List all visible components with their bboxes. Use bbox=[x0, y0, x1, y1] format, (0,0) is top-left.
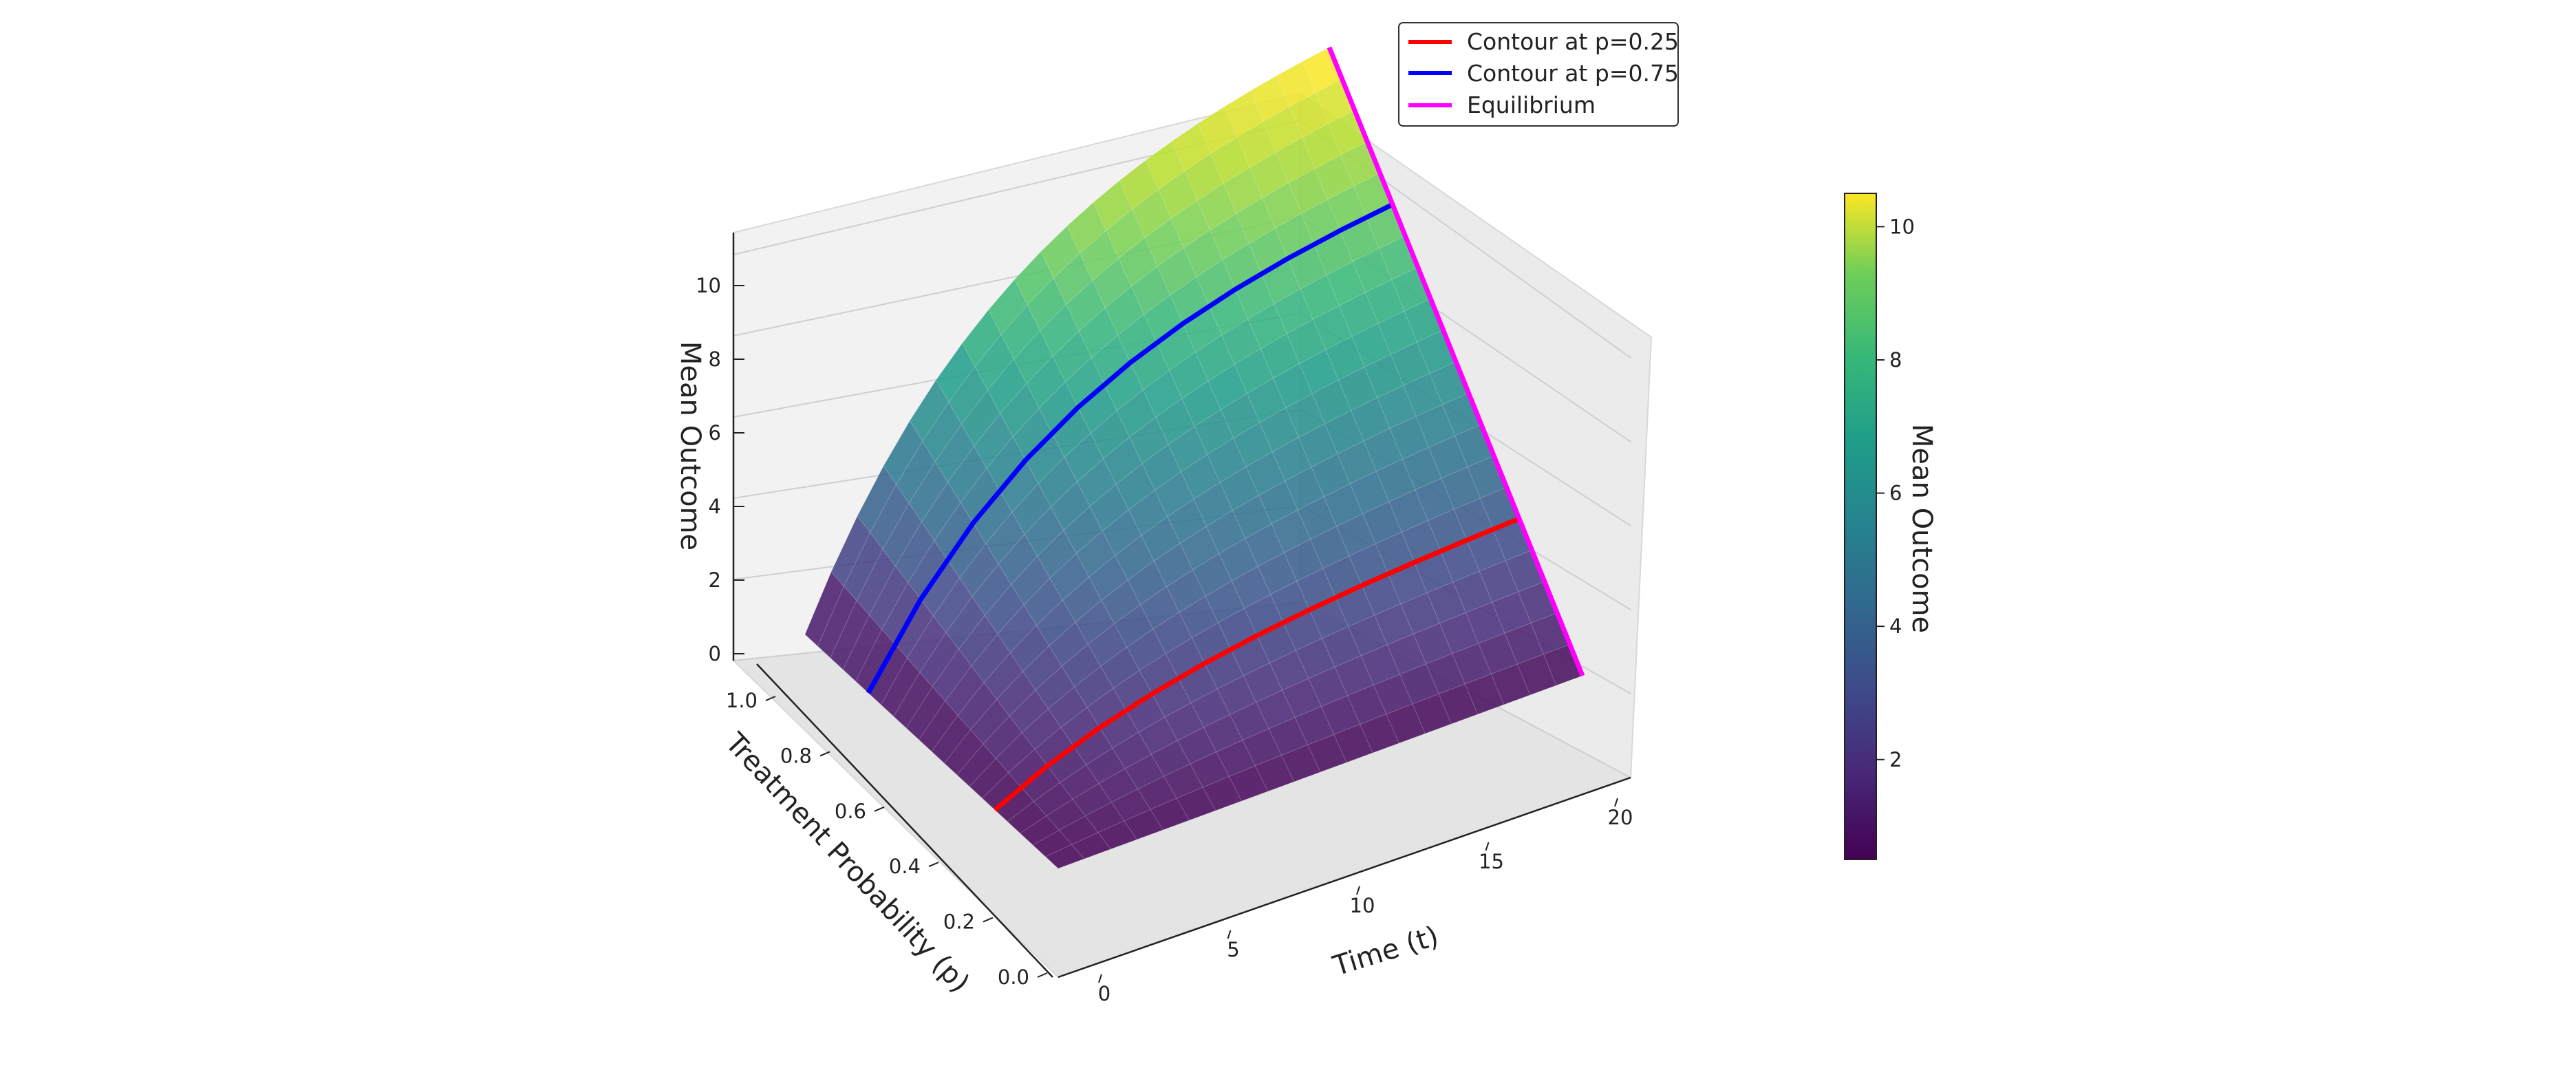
colorbar-tick-label: 10 bbox=[1889, 215, 1915, 238]
t-tick-mark bbox=[1485, 842, 1490, 851]
t-tick-mark bbox=[1614, 798, 1618, 807]
legend-label-blue: Contour at p=0.75 bbox=[1467, 60, 1679, 87]
z-tick-label: 0 bbox=[709, 642, 721, 665]
axis-lines bbox=[732, 233, 1631, 979]
colorbar-label: Mean Outcome bbox=[1906, 424, 1938, 633]
colorbar: 2 4 6 8 10 Mean Outcome bbox=[1844, 193, 1938, 860]
p-tick-mark bbox=[819, 751, 830, 757]
t-axis-label: Time (t) bbox=[1329, 921, 1442, 983]
colorbar-tick-label: 8 bbox=[1889, 348, 1902, 372]
series-lines bbox=[866, 46, 1585, 812]
series-line-1 bbox=[866, 202, 1394, 694]
p-tick-mark bbox=[765, 696, 776, 701]
t-tick-mark bbox=[1227, 930, 1232, 939]
p-tick-label: 0.2 bbox=[943, 910, 975, 934]
z-tick-label: 2 bbox=[709, 568, 721, 592]
p-tick-label: 1.0 bbox=[726, 689, 758, 712]
p-tick-mark bbox=[928, 862, 939, 868]
t-tick-label: 10 bbox=[1350, 894, 1375, 917]
p-tick-mark bbox=[983, 917, 994, 923]
series-line-0 bbox=[993, 516, 1521, 812]
t-tick-label: 15 bbox=[1479, 850, 1504, 873]
t-tick-label: 5 bbox=[1227, 938, 1239, 961]
colorbar-ticks: 2 4 6 8 10 bbox=[1876, 215, 1915, 771]
t-tick-label: 20 bbox=[1608, 806, 1633, 829]
p-tick-label: 0.8 bbox=[780, 744, 812, 767]
colorbar-tick-label: 4 bbox=[1889, 615, 1902, 638]
t-tick-mark bbox=[1356, 886, 1360, 895]
t-tick-mark bbox=[1098, 974, 1102, 983]
t-axis-ticks: 0 5 10 15 20 bbox=[1098, 798, 1633, 1005]
surface-mesh bbox=[804, 47, 1583, 869]
p-axis-line bbox=[756, 663, 1053, 978]
z-tick-label: 8 bbox=[709, 348, 721, 371]
p-tick-label: 0.0 bbox=[998, 965, 1029, 989]
p-tick-mark bbox=[874, 806, 885, 812]
legend: Contour at p=0.25 Contour at p=0.75 Equi… bbox=[1398, 22, 1679, 127]
t-axis-line bbox=[1058, 776, 1631, 979]
legend-label-red: Contour at p=0.25 bbox=[1467, 28, 1679, 55]
p-tick-label: 0.6 bbox=[835, 800, 866, 823]
z-tick-label: 10 bbox=[696, 274, 721, 297]
legend-frame bbox=[1398, 22, 1679, 127]
p-tick-mark bbox=[1037, 972, 1048, 978]
series-line-2 bbox=[1327, 46, 1585, 677]
z-axis-label: Mean Outcome bbox=[674, 341, 706, 551]
colorbar-gradient bbox=[1844, 193, 1877, 860]
p-tick-label: 0.4 bbox=[889, 855, 921, 878]
colorbar-tick-label: 2 bbox=[1889, 748, 1902, 771]
z-axis-ticks: 0 2 4 6 8 10 bbox=[696, 274, 744, 665]
colorbar-tick-label: 6 bbox=[1889, 482, 1902, 505]
z-tick-label: 6 bbox=[709, 421, 721, 445]
z-tick-label: 4 bbox=[709, 495, 721, 518]
t-tick-label: 0 bbox=[1098, 982, 1110, 1005]
p-axis-ticks: 0.0 0.2 0.4 0.6 0.8 1.0 bbox=[726, 689, 1048, 989]
legend-label-magenta: Equilibrium bbox=[1467, 92, 1596, 118]
